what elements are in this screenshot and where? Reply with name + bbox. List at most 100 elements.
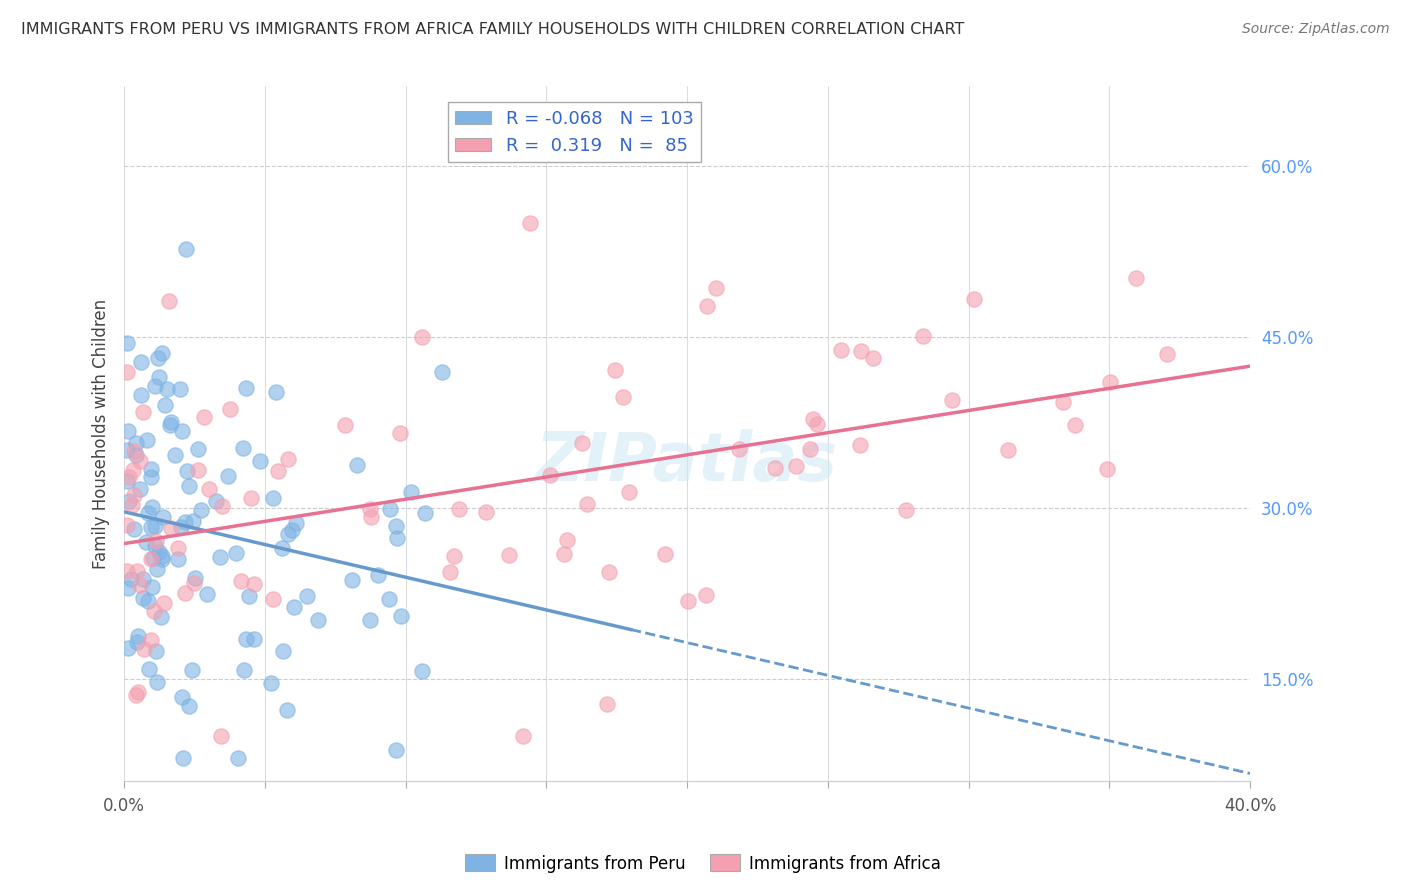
Point	[127, 629, 149, 643]
Point	[195, 587, 218, 601]
Point	[132, 641, 155, 656]
Point	[136, 594, 159, 608]
Point	[141, 462, 163, 476]
Point	[117, 641, 139, 656]
Point	[654, 547, 676, 561]
Point	[695, 299, 717, 313]
Point	[209, 729, 232, 743]
Point	[115, 518, 138, 533]
Point	[785, 458, 807, 473]
Point	[262, 592, 284, 607]
Point	[598, 566, 620, 580]
Point	[571, 436, 593, 450]
Point	[125, 436, 148, 450]
Point	[170, 520, 193, 534]
Text: IMMIGRANTS FROM PERU VS IMMIGRANTS FROM AFRICA FAMILY HOUSEHOLDS WITH CHILDREN C: IMMIGRANTS FROM PERU VS IMMIGRANTS FROM …	[21, 22, 965, 37]
Point	[498, 548, 520, 562]
Point	[128, 454, 150, 468]
Point	[439, 565, 461, 579]
Point	[378, 592, 401, 607]
Point	[193, 410, 215, 425]
Point	[121, 463, 143, 477]
Legend: Immigrants from Peru, Immigrants from Africa: Immigrants from Peru, Immigrants from Af…	[458, 847, 948, 880]
Point	[141, 633, 163, 648]
Point	[538, 468, 561, 483]
Point	[512, 729, 534, 743]
Point	[281, 523, 304, 537]
Point	[297, 589, 319, 603]
Point	[226, 751, 249, 765]
Point	[176, 464, 198, 478]
Point	[115, 474, 138, 488]
Point	[862, 351, 884, 365]
Text: Source: ZipAtlas.com: Source: ZipAtlas.com	[1241, 22, 1389, 37]
Point	[143, 604, 166, 618]
Point	[235, 381, 257, 395]
Point	[177, 479, 200, 493]
Point	[1125, 270, 1147, 285]
Point	[115, 365, 138, 379]
Point	[125, 448, 148, 462]
Point	[270, 541, 292, 555]
Point	[152, 596, 174, 610]
Point	[121, 499, 143, 513]
Point	[264, 384, 287, 399]
Point	[380, 501, 402, 516]
Point	[118, 470, 141, 484]
Point	[799, 442, 821, 456]
Point	[475, 505, 498, 519]
Point	[211, 499, 233, 513]
Point	[181, 514, 204, 528]
Point	[145, 644, 167, 658]
Point	[153, 397, 176, 411]
Legend: R = -0.068   N = 103, R =  0.319   N =  85: R = -0.068 N = 103, R = 0.319 N = 85	[449, 103, 702, 161]
Point	[148, 351, 170, 365]
Point	[183, 571, 205, 585]
Point	[367, 568, 389, 582]
Point	[307, 613, 329, 627]
Point	[131, 388, 153, 402]
Point	[173, 515, 195, 529]
Point	[172, 690, 194, 705]
Point	[142, 550, 165, 565]
Point	[233, 663, 256, 677]
Point	[183, 575, 205, 590]
Point	[1099, 375, 1122, 389]
Point	[432, 366, 454, 380]
Point	[238, 589, 260, 603]
Point	[596, 697, 619, 711]
Point	[231, 574, 253, 589]
Point	[187, 463, 209, 477]
Point	[1052, 395, 1074, 409]
Point	[127, 564, 149, 578]
Point	[150, 551, 173, 566]
Point	[132, 591, 155, 605]
Point	[273, 644, 295, 658]
Point	[360, 510, 382, 524]
Point	[235, 632, 257, 646]
Point	[830, 343, 852, 357]
Point	[146, 562, 169, 576]
Point	[387, 531, 409, 545]
Point	[136, 433, 159, 447]
Point	[276, 703, 298, 717]
Point	[260, 676, 283, 690]
Point	[277, 527, 299, 541]
Point	[1095, 462, 1118, 476]
Point	[277, 452, 299, 467]
Point	[555, 533, 578, 547]
Point	[179, 698, 201, 713]
Point	[346, 458, 368, 473]
Point	[150, 549, 173, 563]
Point	[152, 509, 174, 524]
Point	[801, 411, 824, 425]
Point	[619, 484, 641, 499]
Point	[127, 685, 149, 699]
Point	[340, 573, 363, 587]
Point	[122, 488, 145, 502]
Point	[605, 363, 627, 377]
Point	[385, 742, 408, 756]
Point	[122, 444, 145, 458]
Point	[180, 663, 202, 677]
Point	[128, 578, 150, 592]
